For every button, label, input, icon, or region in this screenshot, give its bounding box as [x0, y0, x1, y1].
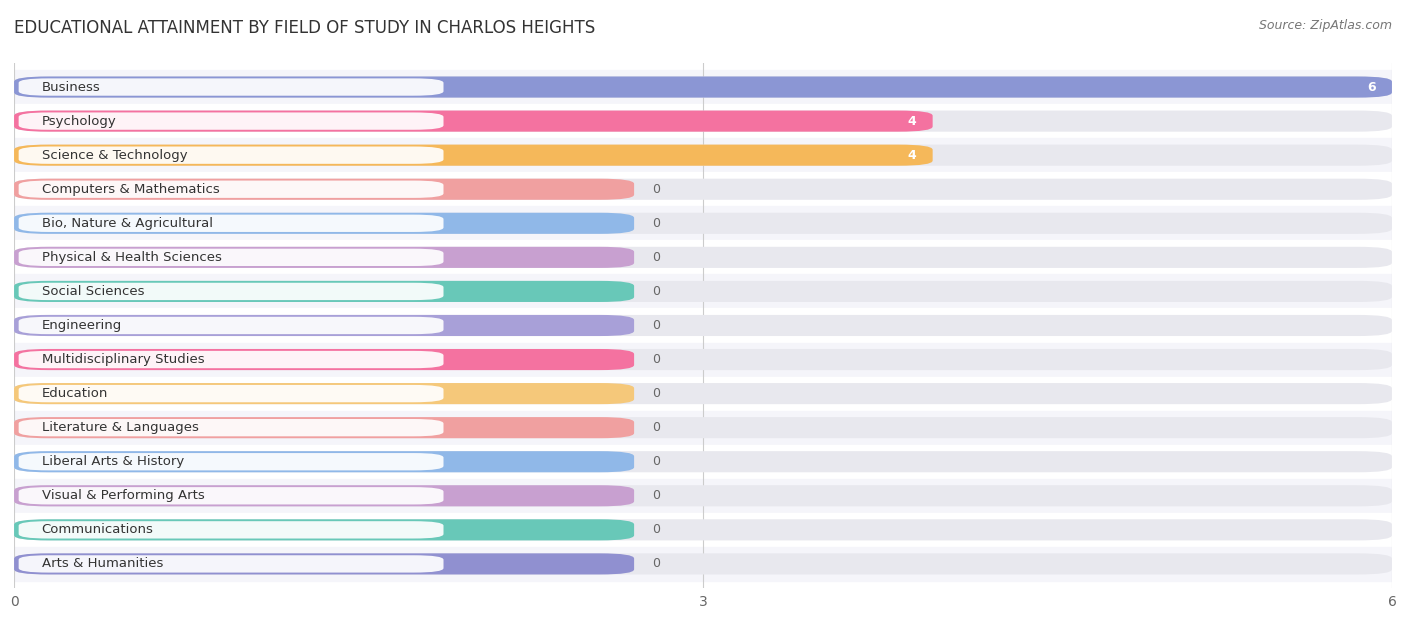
FancyBboxPatch shape: [18, 351, 443, 368]
Bar: [14, 343, 1392, 377]
FancyBboxPatch shape: [18, 147, 443, 164]
Text: 4: 4: [908, 149, 917, 162]
FancyBboxPatch shape: [14, 145, 932, 166]
Text: 0: 0: [652, 217, 661, 230]
FancyBboxPatch shape: [14, 417, 634, 438]
Bar: [14, 479, 1392, 513]
Bar: [14, 445, 1392, 479]
FancyBboxPatch shape: [18, 249, 443, 266]
Text: 0: 0: [652, 251, 661, 264]
Text: 0: 0: [652, 353, 661, 366]
FancyBboxPatch shape: [14, 349, 634, 370]
Text: Science & Technology: Science & Technology: [42, 149, 187, 162]
FancyBboxPatch shape: [14, 349, 1392, 370]
Text: 0: 0: [652, 285, 661, 298]
FancyBboxPatch shape: [18, 419, 443, 436]
Bar: [14, 308, 1392, 343]
FancyBboxPatch shape: [14, 485, 1392, 506]
Text: 0: 0: [652, 421, 661, 434]
Bar: [14, 377, 1392, 411]
FancyBboxPatch shape: [14, 179, 1392, 200]
Bar: [14, 104, 1392, 138]
Text: 4: 4: [908, 114, 917, 128]
FancyBboxPatch shape: [14, 451, 634, 472]
Text: Multidisciplinary Studies: Multidisciplinary Studies: [42, 353, 204, 366]
FancyBboxPatch shape: [14, 383, 634, 404]
Text: Business: Business: [42, 80, 100, 94]
FancyBboxPatch shape: [18, 487, 443, 504]
Text: Computers & Mathematics: Computers & Mathematics: [42, 183, 219, 196]
Bar: [14, 547, 1392, 581]
Bar: [14, 172, 1392, 206]
Text: 6: 6: [1367, 80, 1376, 94]
Bar: [14, 240, 1392, 274]
Text: Visual & Performing Arts: Visual & Performing Arts: [42, 489, 204, 502]
Text: 0: 0: [652, 455, 661, 468]
Text: Psychology: Psychology: [42, 114, 117, 128]
Text: Bio, Nature & Agricultural: Bio, Nature & Agricultural: [42, 217, 212, 230]
FancyBboxPatch shape: [18, 215, 443, 232]
FancyBboxPatch shape: [18, 181, 443, 198]
FancyBboxPatch shape: [14, 281, 1392, 302]
FancyBboxPatch shape: [18, 556, 443, 573]
Text: Social Sciences: Social Sciences: [42, 285, 145, 298]
Text: Communications: Communications: [42, 523, 153, 537]
Bar: [14, 274, 1392, 308]
FancyBboxPatch shape: [18, 78, 443, 95]
Text: Physical & Health Sciences: Physical & Health Sciences: [42, 251, 222, 264]
Text: 0: 0: [652, 523, 661, 537]
Bar: [14, 411, 1392, 445]
Text: Education: Education: [42, 387, 108, 400]
FancyBboxPatch shape: [14, 315, 634, 336]
Bar: [14, 138, 1392, 172]
FancyBboxPatch shape: [14, 485, 634, 506]
FancyBboxPatch shape: [14, 451, 1392, 472]
Bar: [14, 206, 1392, 240]
FancyBboxPatch shape: [14, 417, 1392, 438]
Text: Literature & Languages: Literature & Languages: [42, 421, 198, 434]
FancyBboxPatch shape: [18, 453, 443, 470]
Text: Source: ZipAtlas.com: Source: ZipAtlas.com: [1258, 19, 1392, 32]
Text: 0: 0: [652, 183, 661, 196]
Text: Liberal Arts & History: Liberal Arts & History: [42, 455, 184, 468]
Text: Engineering: Engineering: [42, 319, 122, 332]
Bar: [14, 70, 1392, 104]
FancyBboxPatch shape: [14, 111, 1392, 131]
FancyBboxPatch shape: [14, 179, 634, 200]
FancyBboxPatch shape: [14, 76, 1392, 97]
FancyBboxPatch shape: [18, 521, 443, 538]
FancyBboxPatch shape: [18, 112, 443, 130]
Text: EDUCATIONAL ATTAINMENT BY FIELD OF STUDY IN CHARLOS HEIGHTS: EDUCATIONAL ATTAINMENT BY FIELD OF STUDY…: [14, 19, 595, 37]
FancyBboxPatch shape: [14, 520, 1392, 540]
FancyBboxPatch shape: [14, 111, 932, 131]
FancyBboxPatch shape: [14, 315, 1392, 336]
FancyBboxPatch shape: [14, 383, 1392, 404]
FancyBboxPatch shape: [14, 246, 634, 268]
FancyBboxPatch shape: [14, 145, 1392, 166]
FancyBboxPatch shape: [14, 246, 1392, 268]
Text: 0: 0: [652, 387, 661, 400]
FancyBboxPatch shape: [14, 213, 1392, 234]
FancyBboxPatch shape: [14, 520, 634, 540]
Text: Arts & Humanities: Arts & Humanities: [42, 557, 163, 571]
FancyBboxPatch shape: [14, 76, 1392, 97]
FancyBboxPatch shape: [18, 283, 443, 300]
FancyBboxPatch shape: [14, 554, 634, 574]
FancyBboxPatch shape: [14, 554, 1392, 574]
FancyBboxPatch shape: [14, 281, 634, 302]
FancyBboxPatch shape: [18, 317, 443, 334]
Bar: [14, 513, 1392, 547]
FancyBboxPatch shape: [18, 385, 443, 402]
FancyBboxPatch shape: [14, 213, 634, 234]
Text: 0: 0: [652, 489, 661, 502]
Text: 0: 0: [652, 319, 661, 332]
Text: 0: 0: [652, 557, 661, 571]
